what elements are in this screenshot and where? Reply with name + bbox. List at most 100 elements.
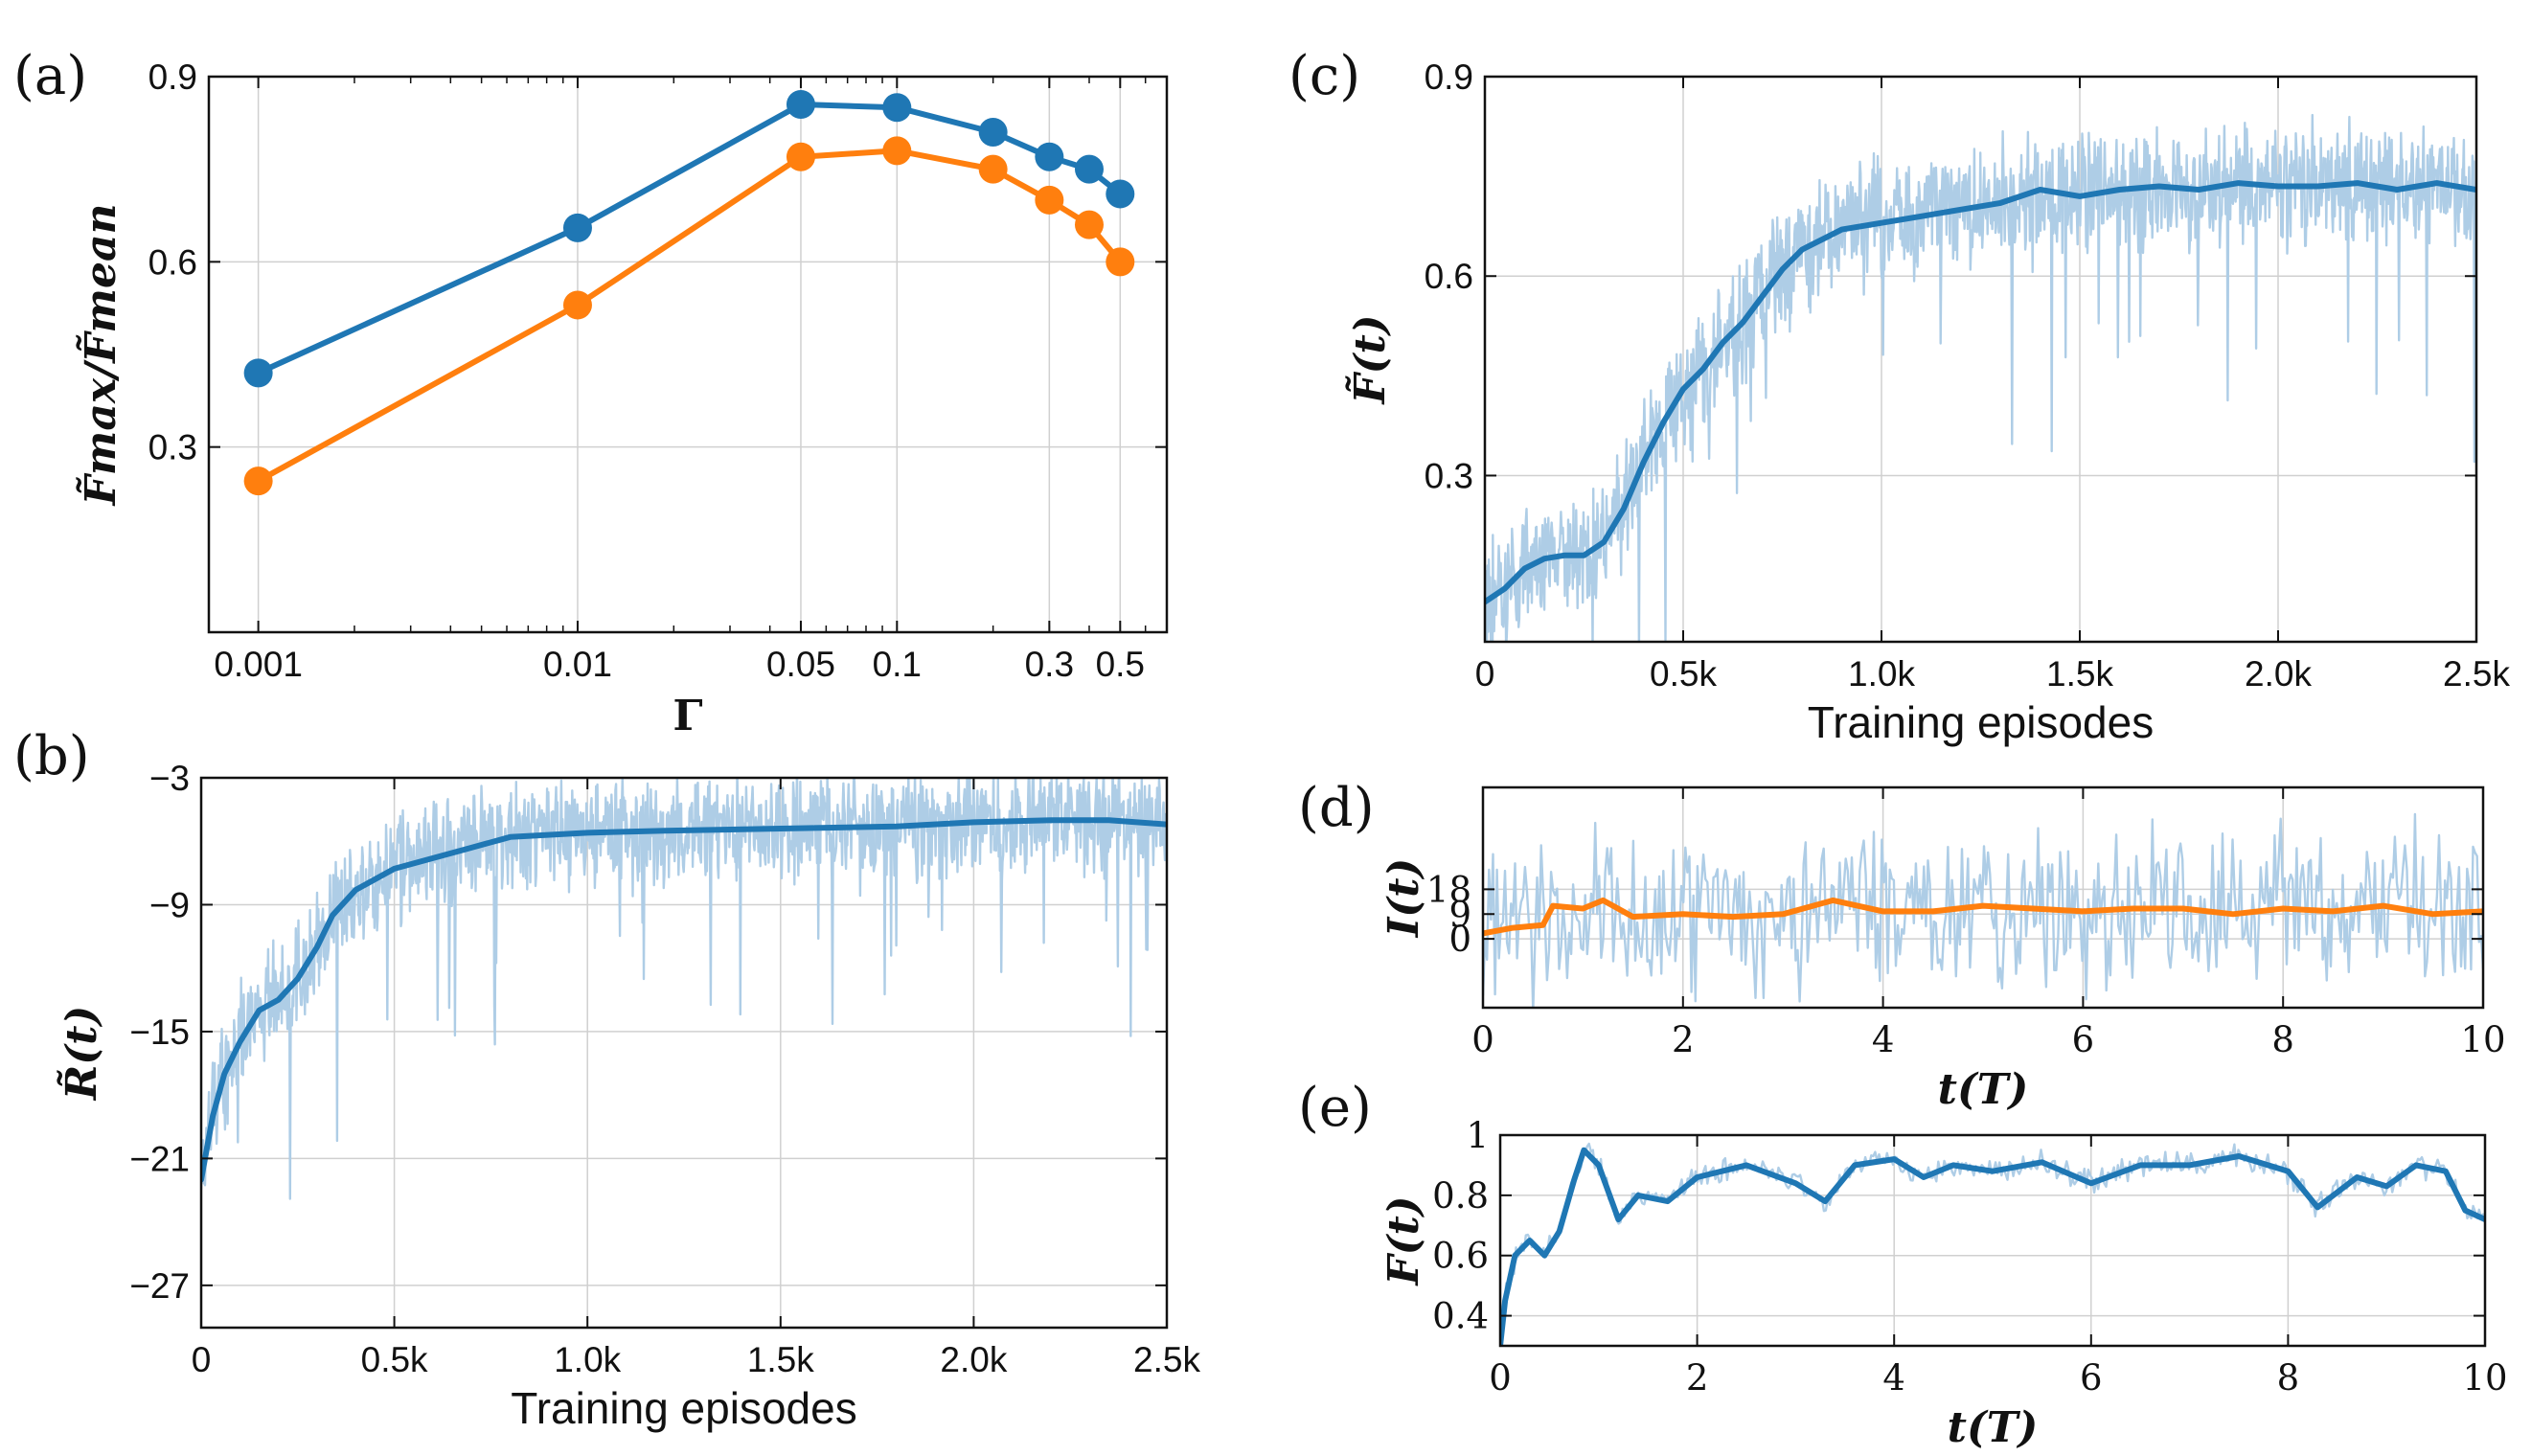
panel-a: 0.001 0.01 0.05 0.1 0.3 0.5 0.3 0.6 0.9 Γ F̃max/F̃… xyxy=(13,45,1169,740)
y-tick-label: 0.9 xyxy=(1425,57,1473,97)
y-tick-label: 0 xyxy=(1448,919,1471,960)
series-0-point xyxy=(1074,154,1104,184)
smooth-series-line xyxy=(1485,180,2476,605)
panel-c: 0 0.5k 1.0k 1.5k 2.0k 2.5k 0.3 0.6 0.9 Training e… xyxy=(1288,45,2511,747)
x-axis-label: t(T) xyxy=(1948,1403,2039,1452)
series-1-point xyxy=(978,154,1008,184)
x-tick-label: 2.0k xyxy=(940,1340,1007,1379)
y-axis-label: R̃(t) xyxy=(56,1006,106,1103)
grid xyxy=(1499,1134,2486,1346)
raw-series-line xyxy=(201,778,1167,1200)
x-axis-label: Γ xyxy=(673,692,702,740)
y-tick-label: 0.8 xyxy=(1432,1175,1489,1217)
y-tick-label: 9 xyxy=(1448,894,1471,935)
x-tick-label: 0.1 xyxy=(873,645,922,684)
x-tick-label: 4 xyxy=(1882,1357,1905,1399)
panel-label: (b) xyxy=(13,725,90,787)
x-tick-label: 8 xyxy=(2277,1357,2300,1399)
smooth-series-line xyxy=(1483,897,2483,937)
panel-e: 0 2 4 6 8 10 0.4 0.6 0.8 1 t(T) F(t) (e) xyxy=(1298,1077,2508,1452)
series-0-point xyxy=(1035,142,1064,171)
axes-frame xyxy=(1481,785,2485,1010)
series-0-point xyxy=(1106,179,1135,209)
raw-series-line xyxy=(1485,113,2476,642)
series-0-point xyxy=(786,90,815,119)
ticks: 0 2 4 6 8 10 0.4 0.6 0.8 1 xyxy=(1432,1115,2507,1399)
x-tick-label: 0.001 xyxy=(214,645,303,684)
y-tick-label: 0.4 xyxy=(1432,1296,1489,1337)
x-tick-label: 8 xyxy=(2271,1019,2294,1060)
x-axis-label: Training episodes xyxy=(511,1383,856,1433)
x-tick-label: 1.0k xyxy=(1848,654,1915,694)
ticks: 0 0.5k 1.0k 1.5k 2.0k 2.5k 0.3 0.6 0.9 xyxy=(1425,57,2511,694)
y-tick-label: 18 xyxy=(1426,869,1471,910)
y-tick-label: −27 xyxy=(129,1266,190,1306)
panel-label: (c) xyxy=(1288,45,1360,107)
y-axis-label: F̃max/F̃mean xyxy=(75,204,125,508)
x-tick-label: 0.3 xyxy=(1025,645,1074,684)
x-tick-label: 2.5k xyxy=(1133,1340,1200,1379)
x-axis-label: Training episodes xyxy=(1808,697,2154,747)
plot-area xyxy=(201,778,1167,1200)
plot-area xyxy=(1483,812,2483,1008)
ticks: 0 0.5k 1.0k 1.5k 2.0k 2.5k −3 −9 −15 −21 −27 xyxy=(129,759,1200,1379)
x-tick-label: 0.5k xyxy=(1650,654,1717,694)
series-1-point xyxy=(1106,247,1135,277)
x-tick-label: 0.5k xyxy=(361,1340,428,1379)
x-tick-label: 10 xyxy=(2460,1019,2505,1060)
y-tick-label: 1 xyxy=(1466,1115,1489,1156)
x-tick-label: 10 xyxy=(2462,1357,2507,1399)
panel-label: (d) xyxy=(1298,777,1375,839)
panel-label: (a) xyxy=(13,45,87,107)
y-tick-label: 0.6 xyxy=(148,242,197,282)
smooth-series-line xyxy=(1500,1147,2485,1346)
series-1-point xyxy=(562,290,592,320)
x-tick-label: 2 xyxy=(1686,1357,1709,1399)
x-axis-label: t(T) xyxy=(1938,1065,2029,1114)
series-1-point xyxy=(1035,185,1064,215)
x-tick-label: 1.0k xyxy=(554,1340,621,1379)
y-tick-label: 0.3 xyxy=(148,428,197,467)
x-tick-label: 6 xyxy=(2080,1357,2103,1399)
panel-b: 0 0.5k 1.0k 1.5k 2.0k 2.5k −3 −9 −15 −21 −27 Traini… xyxy=(13,725,1200,1433)
y-tick-label: −21 xyxy=(129,1139,190,1178)
axes-frame xyxy=(207,75,1169,634)
series-1-point xyxy=(243,466,273,496)
x-tick-label: 0.05 xyxy=(766,645,835,684)
series-0-point xyxy=(978,118,1008,147)
y-tick-label: 0.9 xyxy=(148,57,197,97)
y-tick-label: −3 xyxy=(149,759,190,798)
series-1-point xyxy=(786,142,815,171)
axes-frame xyxy=(1483,75,2478,644)
y-tick-label: 0.3 xyxy=(1425,456,1473,495)
x-tick-label: 0.5 xyxy=(1096,645,1145,684)
y-axis-label: F̃(t) xyxy=(1344,314,1395,405)
x-tick-label: 0 xyxy=(1489,1357,1512,1399)
y-axis-label: F(t) xyxy=(1380,1195,1428,1286)
x-tick-label: 0 xyxy=(192,1340,212,1379)
x-tick-label: 2.5k xyxy=(2443,654,2510,694)
y-tick-label: 0.6 xyxy=(1432,1236,1489,1277)
x-tick-label: 2.0k xyxy=(2245,654,2312,694)
ticks: 0.001 0.01 0.05 0.1 0.3 0.5 0.3 0.6 0.9 xyxy=(148,57,1167,684)
y-tick-label: −15 xyxy=(129,1012,190,1052)
raw-series-line xyxy=(1483,812,2483,1008)
x-tick-label: 1.5k xyxy=(747,1340,814,1379)
y-tick-label: −9 xyxy=(149,885,190,924)
x-tick-label: 0.01 xyxy=(543,645,612,684)
series-1-point xyxy=(1074,210,1104,239)
axes-frame xyxy=(1498,1133,2487,1348)
x-tick-label: 6 xyxy=(2072,1019,2095,1060)
x-tick-label: 0 xyxy=(1471,1019,1494,1060)
x-tick-label: 1.5k xyxy=(2046,654,2113,694)
y-axis-label: I(t) xyxy=(1380,858,1428,940)
x-tick-label: 0 xyxy=(1475,654,1495,694)
panel-label: (e) xyxy=(1298,1077,1372,1139)
series-0-point xyxy=(243,358,273,388)
smooth-series-line xyxy=(201,817,1167,1183)
series-1-point xyxy=(882,136,912,166)
series-0-point xyxy=(882,93,912,123)
grid xyxy=(209,76,1167,632)
